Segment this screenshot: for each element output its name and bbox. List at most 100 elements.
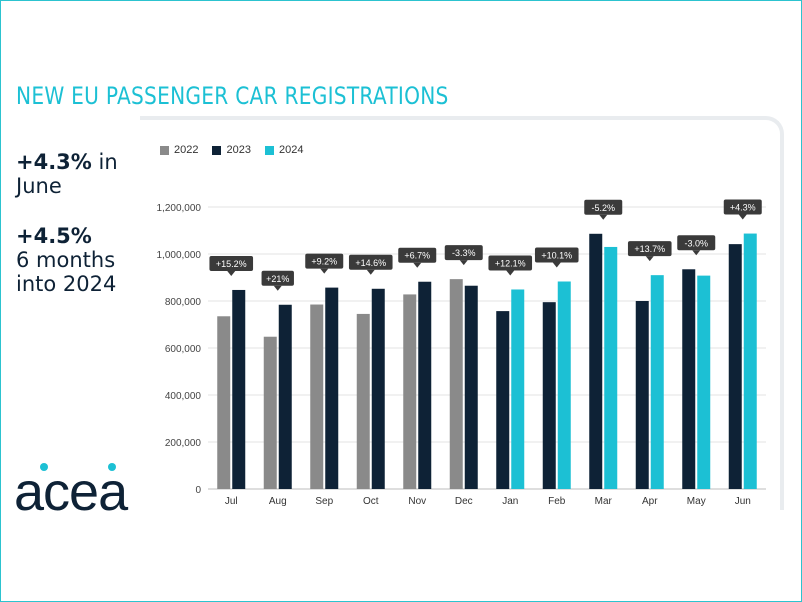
y-tick-label: 1,000,000: [157, 250, 202, 261]
legend-swatch-2022: [160, 145, 169, 155]
callout-label: +13.7%: [634, 244, 665, 254]
callout-label: +21%: [266, 274, 289, 284]
legend-label-2024: 2024: [278, 144, 304, 156]
callout-pointer: [320, 268, 329, 274]
callout-box: [305, 253, 344, 269]
callout-label: +4.3%: [730, 203, 756, 213]
legend-item-2022: 2022: [160, 144, 198, 156]
bar-2023-may: [682, 269, 696, 489]
y-tick-label: 1,200,000: [157, 203, 202, 214]
x-tick-label: Apr: [642, 496, 658, 507]
kpi-ytd-value: +4.5%: [16, 224, 92, 248]
legend-swatch-2023: [212, 145, 222, 155]
bar-2022-nov: [403, 294, 417, 489]
bar-2022-sep: [310, 304, 324, 489]
callout-box: [209, 255, 254, 271]
callout-pointer: [599, 214, 608, 220]
callout-box: [348, 254, 393, 270]
kpi-june-suffix: in: [91, 150, 118, 174]
x-tick-label: Jan: [502, 496, 518, 507]
x-tick-label: Mar: [595, 496, 613, 507]
callout-pointer: [738, 214, 747, 220]
callout-box: [627, 241, 672, 257]
callout-box: [488, 255, 533, 271]
bar-2022-jul: [217, 316, 231, 489]
callout-box: [723, 199, 762, 215]
callout-pointer: [645, 256, 654, 262]
x-tick-label: Dec: [455, 496, 473, 507]
bar-2023-oct: [371, 288, 385, 489]
bar-2024-may: [697, 275, 711, 489]
kpi-ytd-label-1: 6 months: [16, 248, 116, 272]
bar-2022-oct: [356, 313, 370, 489]
bar-2023-feb: [542, 302, 556, 489]
x-tick-label: Aug: [269, 496, 287, 507]
kpi-june: +4.3% in June: [16, 150, 118, 198]
callout-pointer: [552, 262, 561, 268]
bar-2024-mar: [604, 246, 618, 489]
legend-label-2023: 2023: [226, 144, 251, 156]
bar-2022-aug: [263, 336, 277, 489]
bar-2023-jan: [496, 311, 510, 489]
x-tick-label: Jul: [225, 496, 238, 507]
callout-label: -3.3%: [452, 248, 476, 258]
bar-2022-dec: [449, 279, 463, 489]
kpi-june-value: +4.3%: [16, 150, 92, 174]
callout-label: +15.2%: [216, 259, 247, 269]
kpi-ytd-label-2: into 2024: [16, 272, 117, 296]
logo-dot-1: [40, 463, 48, 471]
y-tick-label: 200,000: [165, 438, 202, 449]
y-tick-label: 600,000: [165, 344, 202, 355]
legend-label-2022: 2022: [174, 144, 199, 156]
callout-label: +12.1%: [495, 258, 526, 268]
logo-wordmark: acea: [14, 462, 129, 522]
callout-box: [444, 245, 483, 261]
y-tick-label: 400,000: [165, 391, 202, 402]
kpi-ytd: +4.5% 6 months into 2024: [16, 224, 116, 296]
x-tick-label: Feb: [548, 496, 566, 507]
acea-logo: acea: [14, 462, 130, 522]
x-tick-label: Sep: [315, 496, 333, 507]
chart-panel: [140, 116, 784, 510]
x-tick-label: Jun: [735, 496, 751, 507]
chart-legend: 2022 2023 2024: [160, 144, 303, 156]
x-tick-label: Nov: [408, 496, 426, 507]
callout-label: +10.1%: [541, 250, 572, 260]
bar-2023-nov: [418, 281, 432, 489]
legend-item-2023: 2023: [212, 144, 251, 156]
x-tick-label: May: [687, 496, 706, 507]
callout-pointer: [273, 285, 282, 291]
bar-2023-apr: [635, 301, 649, 489]
x-tick-label: Oct: [363, 496, 379, 507]
callout-pointer: [366, 269, 375, 275]
bar-2023-jun: [728, 244, 742, 489]
callout-pointer: [506, 270, 515, 276]
logo-dot-2: [108, 463, 116, 471]
callout-label: -5.2%: [591, 203, 615, 213]
bar-2023-sep: [325, 287, 339, 489]
callout-box: [534, 247, 579, 263]
y-tick-label: 800,000: [165, 297, 202, 308]
y-tick-label: 0: [195, 485, 201, 496]
bar-2024-jan: [511, 289, 525, 489]
bar-2023-aug: [278, 304, 292, 489]
bar-2024-apr: [650, 275, 664, 489]
bar-2024-feb: [557, 281, 571, 489]
legend-item-2024: 2024: [264, 144, 304, 156]
callout-box: [584, 199, 623, 215]
callout-label: +6.7%: [404, 251, 430, 261]
callout-label: -3.0%: [684, 238, 708, 248]
callout-label: +9.2%: [311, 257, 337, 267]
callout-pointer: [227, 270, 236, 276]
kpi-june-label: June: [16, 174, 62, 198]
bar-2023-jul: [232, 289, 246, 489]
bar-2023-mar: [589, 233, 603, 489]
callout-pointer: [413, 262, 422, 268]
legend-swatch-2024: [264, 145, 274, 155]
callout-box: [261, 270, 294, 286]
callout-box: [398, 247, 437, 263]
page-title: NEW EU PASSENGER CAR REGISTRATIONS: [16, 82, 449, 110]
bar-2024-jun: [743, 233, 757, 489]
callout-label: +14.6%: [355, 258, 386, 268]
